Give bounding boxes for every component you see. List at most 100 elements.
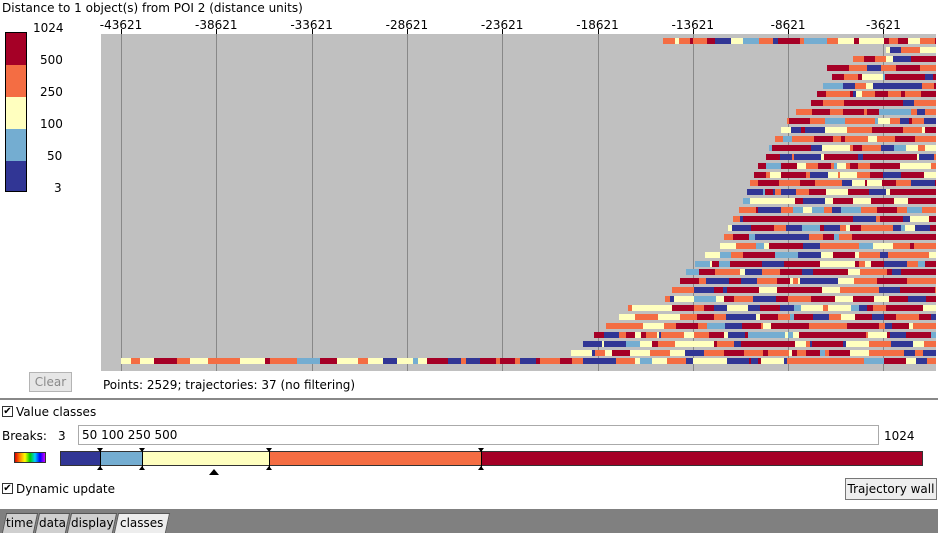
trajectory-segment xyxy=(801,251,821,258)
trajectory-segment xyxy=(914,287,936,294)
trajectory-row xyxy=(780,127,936,133)
trajectory-segment xyxy=(740,278,757,285)
trajectory-segment xyxy=(900,46,904,53)
breaks-input[interactable] xyxy=(78,425,879,445)
trajectory-segment xyxy=(738,207,756,214)
trajectory-segment xyxy=(782,144,801,151)
tab-classes[interactable]: classes xyxy=(113,513,171,533)
palette-icon[interactable] xyxy=(14,452,46,463)
break-handle-500[interactable] xyxy=(478,448,484,470)
axis-tick-label: -38621 xyxy=(195,18,238,32)
class-segment-2 xyxy=(100,452,142,465)
trajectory-segment xyxy=(758,358,761,365)
trajectory-segment xyxy=(780,189,796,196)
trajectory-segment xyxy=(714,38,731,44)
trajectory-segment xyxy=(846,162,850,169)
trajectory-segment xyxy=(695,260,711,267)
class-breaks-bar[interactable] xyxy=(60,448,923,470)
trajectory-segment xyxy=(739,269,745,276)
axis-tick-label: -43621 xyxy=(99,18,143,32)
class-segment-3 xyxy=(142,452,269,465)
trajectory-segment xyxy=(832,251,855,258)
break-handle-100[interactable] xyxy=(139,448,145,470)
trajectory-segment xyxy=(852,296,874,303)
trajectory-segment xyxy=(842,162,846,169)
trajectory-segment xyxy=(921,91,936,98)
trajectory-segment xyxy=(874,118,878,125)
trajectory-segment xyxy=(540,358,560,365)
trajectory-segment xyxy=(814,135,834,142)
trajectory-segment xyxy=(907,38,920,44)
break-handle-250[interactable] xyxy=(266,448,272,470)
trajectory-segment xyxy=(754,171,767,178)
trajectory-segment xyxy=(931,162,936,169)
trajectory-segment xyxy=(885,73,903,80)
trajectory-segment xyxy=(571,349,593,356)
trajectory-segment xyxy=(708,358,727,365)
trajectory-segment xyxy=(758,38,773,44)
trajectory-segment xyxy=(692,38,707,44)
trajectory-row xyxy=(796,109,936,116)
caret-up-icon[interactable] xyxy=(209,469,219,475)
breaks-max-value: 1024 xyxy=(884,429,915,443)
break-handle-50[interactable] xyxy=(97,448,103,470)
dynamic-update-checkbox[interactable]: ✔ xyxy=(2,483,13,494)
trajectory-segment xyxy=(692,340,702,347)
trajectory-segment xyxy=(704,349,714,356)
trajectory-row xyxy=(695,260,936,267)
trajectory-segment xyxy=(801,118,810,125)
trajectory-segment xyxy=(744,349,764,356)
trajectory-segment xyxy=(774,189,781,196)
trajectory-segment xyxy=(871,127,893,133)
trajectory-segment xyxy=(667,358,678,365)
trajectory-segment xyxy=(928,127,936,133)
trajectory-segment xyxy=(838,171,841,178)
grid-line xyxy=(406,34,408,371)
trajectory-row xyxy=(775,135,936,142)
trajectory-segment xyxy=(760,305,766,311)
trajectory-segment xyxy=(766,162,781,169)
trajectory-row xyxy=(719,242,936,249)
trajectory-segment xyxy=(768,349,781,356)
trajectory-segment xyxy=(724,322,742,329)
trajectory-segment xyxy=(858,242,873,249)
trajectory-segment xyxy=(887,251,906,258)
trajectory-segment xyxy=(716,340,734,347)
trajectory-segment xyxy=(883,38,889,44)
trajectory-segment xyxy=(911,109,918,116)
trajectory-segment xyxy=(890,331,907,338)
trajectory-segment xyxy=(777,313,790,320)
legend-label-1024: 1024 xyxy=(33,21,64,35)
trajectory-segment xyxy=(727,287,733,294)
trajectory-segment xyxy=(866,251,880,258)
legend-swatch-5 xyxy=(6,161,26,191)
grid-line xyxy=(311,34,313,371)
trajectory-segment xyxy=(709,331,725,338)
trajectory-segment xyxy=(731,224,751,231)
trajectory-segment xyxy=(907,198,927,205)
trajectory-segment xyxy=(921,64,936,71)
trajectory-segment xyxy=(912,251,929,258)
tab-time[interactable]: time xyxy=(1,513,39,533)
value-classes-checkbox[interactable]: ✔ xyxy=(2,406,13,417)
tab-data[interactable]: data xyxy=(34,513,71,533)
clear-button[interactable]: Clear xyxy=(29,372,72,392)
trajectory-segment xyxy=(795,189,803,196)
trajectory-plot[interactable] xyxy=(101,34,936,371)
trajectory-segment xyxy=(921,127,925,133)
trajectory-segment xyxy=(872,82,892,89)
trajectory-segment xyxy=(725,313,729,320)
trajectory-segment xyxy=(796,109,813,116)
trajectory-wall-button[interactable]: Trajectory wall xyxy=(845,478,937,500)
trajectory-segment xyxy=(806,162,818,169)
tab-display[interactable]: display xyxy=(66,513,118,533)
trajectory-segment xyxy=(876,216,881,222)
trajectory-segment xyxy=(887,331,891,338)
trajectory-segment xyxy=(805,153,821,160)
trajectory-segment xyxy=(803,38,827,44)
trajectory-segment xyxy=(916,153,919,160)
trajectory-segment xyxy=(864,358,884,365)
trajectory-segment xyxy=(935,287,936,294)
trajectory-segment xyxy=(786,118,789,125)
trajectory-segment xyxy=(906,305,924,311)
